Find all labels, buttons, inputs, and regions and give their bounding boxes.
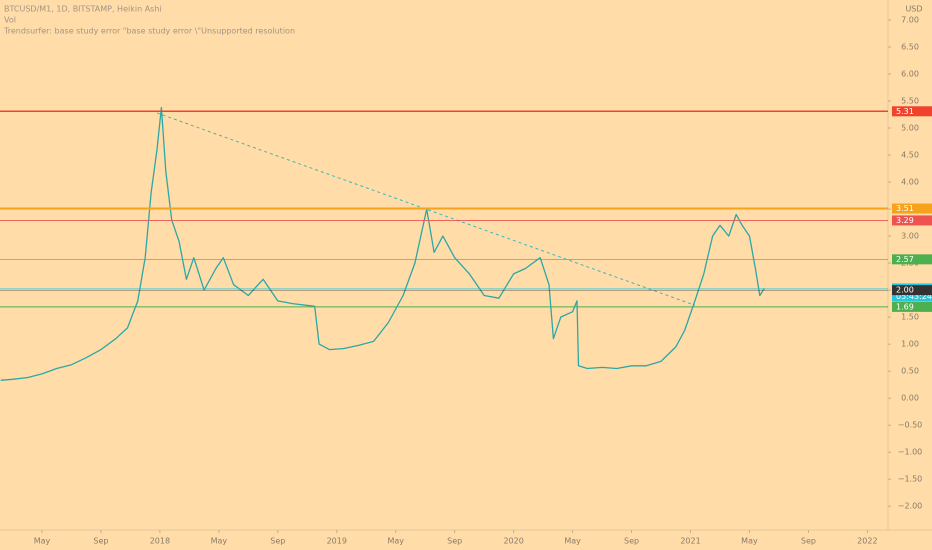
level-label: 3.51 xyxy=(896,204,914,213)
y-tick-label: 3.00 xyxy=(901,232,919,241)
x-tick-label: Sep xyxy=(270,537,285,546)
price-line xyxy=(0,106,765,381)
y-tick-label: −2.00 xyxy=(898,502,923,511)
level-tag xyxy=(892,254,932,265)
y-tick-label: 4.00 xyxy=(901,178,919,187)
y-tick-label: −1.00 xyxy=(898,448,923,457)
y-tick-label: 0.00 xyxy=(901,394,919,403)
y-tick-label: −1.50 xyxy=(898,475,923,484)
x-tick-label: May xyxy=(211,537,228,546)
x-tick-label: Sep xyxy=(801,537,816,546)
y-tick-label: 6.00 xyxy=(901,70,919,79)
y-tick-label: 6.50 xyxy=(901,43,919,52)
level-label: 1.69 xyxy=(896,302,914,311)
level-tag xyxy=(892,106,932,117)
y-tick-label: 5.00 xyxy=(901,124,919,133)
y-tick-label: 0.50 xyxy=(901,367,919,376)
y-tick-label: 7.00 xyxy=(901,15,919,24)
y-tick-label: 4.50 xyxy=(901,151,919,160)
level-label: 2.57 xyxy=(896,255,914,264)
chart-title: BTCUSD/M1, 1D, BITSTAMP, Heikin Ashi xyxy=(4,5,162,14)
indicator-label: Vol xyxy=(4,16,16,25)
trendline xyxy=(156,112,696,306)
currency-label: USD xyxy=(905,5,922,14)
x-tick-label: 2021 xyxy=(680,537,700,546)
level-tag xyxy=(892,215,932,226)
level-tag xyxy=(892,301,932,312)
x-tick-label: Sep xyxy=(93,537,108,546)
x-tick-label: 2018 xyxy=(150,537,170,546)
y-tick-label: 5.50 xyxy=(901,97,919,106)
y-tick-label: 1.50 xyxy=(901,313,919,322)
x-tick-label: May xyxy=(34,537,51,546)
level-label: 3.29 xyxy=(896,216,914,225)
level-label: 5.31 xyxy=(896,107,914,116)
x-tick-label: May xyxy=(387,537,404,546)
x-tick-label: May xyxy=(741,537,758,546)
y-tick-label: −0.50 xyxy=(898,421,923,430)
x-tick-label: 2022 xyxy=(857,537,877,546)
x-tick-label: Sep xyxy=(624,537,639,546)
level-tag xyxy=(892,203,932,214)
x-tick-label: 2019 xyxy=(327,537,347,546)
level-label: 2.00 xyxy=(896,286,914,295)
level-tag xyxy=(892,285,932,296)
indicator-label: Trendsurfer: base study error "base stud… xyxy=(3,27,295,36)
countdown: 05:43:24 xyxy=(896,292,932,301)
y-tick-label: 1.00 xyxy=(901,340,919,349)
x-tick-label: 2020 xyxy=(503,537,523,546)
x-tick-label: May xyxy=(564,537,581,546)
x-tick-label: Sep xyxy=(447,537,462,546)
